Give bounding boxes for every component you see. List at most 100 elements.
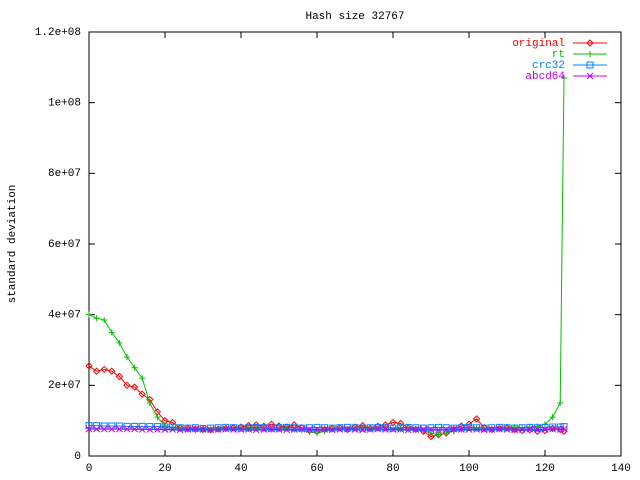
- point-marker: [124, 354, 130, 361]
- point-marker: [154, 426, 161, 433]
- x-tick-label: 20: [158, 463, 171, 475]
- point-marker: [138, 390, 146, 398]
- point-marker: [336, 426, 344, 433]
- y-axis-label: standard deviation: [7, 185, 19, 304]
- point-marker: [146, 426, 154, 433]
- point-marker: [351, 426, 359, 433]
- y-tick-label: 1e+08: [48, 98, 81, 110]
- point-marker: [473, 424, 481, 432]
- point-marker: [450, 425, 458, 433]
- point-marker: [343, 423, 351, 431]
- point-marker: [541, 423, 549, 431]
- point-marker: [260, 424, 268, 432]
- point-marker: [561, 74, 567, 81]
- point-marker: [237, 426, 245, 433]
- x-tick-label: 120: [535, 463, 555, 475]
- point-marker: [560, 425, 568, 433]
- point-marker: [560, 423, 568, 431]
- x-tick-label: 80: [386, 463, 399, 475]
- point-marker: [139, 375, 146, 382]
- legend-label: original: [512, 38, 565, 50]
- point-marker: [412, 424, 420, 432]
- legend-label: rt: [552, 49, 565, 61]
- point-marker: [123, 425, 131, 433]
- point-marker: [85, 425, 93, 433]
- point-marker: [328, 426, 336, 434]
- point-marker: [488, 426, 496, 433]
- point-marker: [557, 400, 564, 406]
- point-marker: [503, 426, 511, 433]
- point-marker: [169, 426, 176, 433]
- point-marker: [404, 426, 412, 434]
- point-marker: [541, 426, 549, 433]
- point-marker: [336, 424, 344, 432]
- point-marker: [389, 426, 397, 433]
- point-marker: [442, 424, 450, 432]
- point-marker: [92, 367, 101, 375]
- point-marker: [321, 426, 328, 433]
- point-marker: [199, 426, 207, 433]
- point-marker: [93, 315, 100, 322]
- point-marker: [130, 383, 139, 391]
- point-marker: [313, 426, 321, 433]
- point-marker: [556, 425, 564, 434]
- x-tick-label: 100: [459, 463, 479, 475]
- point-marker: [161, 426, 169, 433]
- y-tick-label: 1.2e+08: [35, 27, 81, 39]
- point-marker: [222, 423, 230, 431]
- point-marker: [366, 424, 374, 432]
- point-marker: [268, 425, 275, 433]
- point-marker: [549, 414, 556, 421]
- y-tick-label: 0: [74, 451, 81, 463]
- point-marker: [511, 426, 518, 434]
- point-marker: [93, 425, 100, 433]
- point-marker: [427, 432, 435, 441]
- point-marker: [283, 426, 290, 434]
- point-marker: [191, 424, 199, 432]
- point-marker: [252, 426, 260, 434]
- point-marker: [207, 426, 214, 434]
- point-marker: [534, 423, 541, 430]
- point-marker: [101, 316, 108, 323]
- point-marker: [176, 426, 184, 434]
- point-marker: [397, 424, 405, 432]
- y-tick-label: 6e+07: [48, 239, 81, 251]
- x-tick-label: 60: [310, 463, 323, 475]
- point-marker: [465, 423, 473, 431]
- point-marker: [100, 365, 108, 374]
- point-marker: [526, 423, 534, 431]
- point-marker: [381, 424, 389, 432]
- point-marker: [230, 426, 237, 433]
- point-marker: [245, 426, 252, 433]
- point-marker: [321, 424, 329, 432]
- point-marker: [496, 425, 503, 433]
- y-tick-label: 8e+07: [48, 168, 81, 180]
- point-marker: [351, 424, 359, 432]
- point-marker: [245, 424, 253, 432]
- point-marker: [465, 426, 473, 433]
- point-marker: [382, 426, 389, 433]
- point-marker: [344, 425, 351, 433]
- point-marker: [427, 424, 435, 432]
- point-marker: [108, 367, 116, 375]
- series-line: [89, 425, 565, 429]
- point-marker: [534, 426, 541, 433]
- point-marker: [275, 426, 283, 433]
- point-marker: [116, 339, 123, 346]
- series-line: [89, 428, 565, 431]
- point-marker: [549, 423, 557, 431]
- point-marker: [328, 424, 336, 432]
- point-marker: [518, 426, 526, 433]
- point-marker: [192, 425, 199, 433]
- point-marker: [480, 424, 488, 432]
- point-marker: [435, 423, 443, 431]
- point-marker: [472, 415, 481, 423]
- point-marker: [115, 372, 124, 381]
- point-marker: [366, 426, 374, 433]
- point-marker: [116, 425, 123, 433]
- point-marker: [420, 425, 427, 433]
- point-marker: [306, 426, 313, 433]
- point-marker: [283, 423, 291, 431]
- legend-marker: [587, 51, 593, 57]
